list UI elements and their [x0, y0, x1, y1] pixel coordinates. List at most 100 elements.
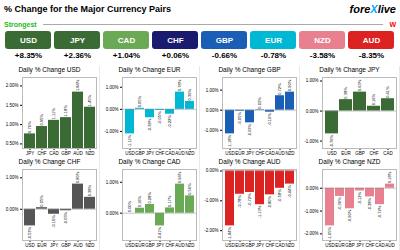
svg-text:-0.78%: -0.78%: [261, 51, 286, 60]
svg-text:0.76%: 0.76%: [27, 121, 32, 133]
svg-text:CHF: CHF: [365, 243, 374, 248]
svg-text:-1.13%: -1.13%: [257, 205, 262, 218]
svg-text:-0.22%: -0.22%: [167, 115, 172, 128]
svg-text:0.00%: 0.00%: [6, 207, 19, 212]
svg-text:JPY: JPY: [156, 243, 164, 248]
svg-text:-0.58%: -0.58%: [277, 189, 282, 202]
svg-text:+1.04%: +1.04%: [113, 51, 140, 60]
svg-text:+0.06%: +0.06%: [162, 51, 189, 60]
svg-text:EUR: EUR: [135, 243, 145, 248]
svg-text:USD: USD: [325, 243, 335, 248]
svg-text:1.00%: 1.00%: [6, 122, 19, 127]
svg-text:-8.35%: -8.35%: [359, 51, 384, 60]
svg-text:-1.00%: -1.00%: [204, 128, 218, 133]
svg-text:AUD: AUD: [175, 151, 185, 156]
svg-text:-0.36%: -0.36%: [337, 197, 342, 210]
svg-text:NZD: NZD: [185, 243, 195, 248]
svg-text:USD: USD: [125, 151, 135, 156]
svg-text:-1.11%: -1.11%: [127, 134, 132, 147]
svg-text:GBP: GBP: [145, 243, 155, 248]
svg-text:1.00%: 1.00%: [106, 85, 119, 90]
svg-text:USD: USD: [20, 36, 37, 45]
svg-text:JPY: JPY: [50, 243, 58, 248]
svg-text:-0.53%: -0.53%: [27, 226, 32, 239]
svg-text:-0.63%: -0.63%: [247, 123, 252, 136]
svg-text:USD: USD: [25, 243, 35, 248]
svg-text:0.18%: 0.18%: [387, 171, 392, 183]
svg-text:-0.78%: -0.78%: [237, 195, 242, 208]
svg-text:1.00%: 1.00%: [6, 175, 19, 180]
svg-text:USD: USD: [125, 243, 135, 248]
svg-text:NZD: NZD: [85, 243, 95, 248]
svg-text:USD: USD: [225, 151, 235, 156]
svg-text:JPY: JPY: [256, 243, 264, 248]
svg-text:CAD: CAD: [383, 151, 393, 156]
svg-text:CAD: CAD: [49, 151, 59, 156]
svg-text:NZD: NZD: [314, 36, 331, 45]
svg-text:NZD: NZD: [185, 151, 195, 156]
svg-text:0.50%: 0.50%: [6, 141, 19, 146]
svg-text:NZD: NZD: [85, 151, 95, 156]
svg-text:-0.72%: -0.72%: [247, 193, 252, 206]
svg-text:GBP: GBP: [135, 151, 145, 156]
svg-text:-2.00%: -2.00%: [304, 231, 318, 236]
svg-text:EUR: EUR: [265, 36, 282, 45]
svg-text:-0.41%: -0.41%: [157, 226, 162, 239]
svg-text:-0.16%: -0.16%: [51, 215, 56, 228]
svg-text:JPY: JPY: [146, 151, 154, 156]
svg-text:AUD: AUD: [385, 243, 395, 248]
svg-text:NZD: NZD: [285, 243, 295, 248]
svg-text:AUD: AUD: [175, 243, 185, 248]
svg-text:-0.10%: -0.10%: [267, 113, 272, 126]
svg-text:0.63%: 0.63%: [357, 79, 362, 91]
svg-text:0.16%: 0.16%: [137, 195, 142, 207]
svg-text:USD: USD: [327, 151, 337, 156]
svg-text:USD: USD: [225, 243, 235, 248]
svg-text:GBP: GBP: [61, 243, 71, 248]
svg-text:-0.44%: -0.44%: [287, 185, 292, 198]
svg-text:EUR: EUR: [335, 243, 345, 248]
svg-text:1.50%: 1.50%: [6, 103, 19, 108]
svg-text:0.80%: 0.80%: [75, 171, 80, 183]
svg-text:AUD: AUD: [73, 151, 83, 156]
svg-text:-0.38%: -0.38%: [147, 118, 152, 131]
svg-text:0.90%: 0.90%: [287, 79, 292, 91]
svg-text:CHF: CHF: [167, 36, 184, 45]
svg-text:1.00%: 1.00%: [306, 78, 319, 83]
svg-text:CHF: CHF: [265, 243, 274, 248]
svg-text:0.00%: 0.00%: [127, 200, 132, 212]
svg-text:CAD: CAD: [118, 36, 136, 45]
svg-text:-1.00%: -1.00%: [204, 198, 218, 203]
svg-text:JPY: JPY: [356, 243, 364, 248]
svg-text:CAD: CAD: [275, 243, 285, 248]
svg-text:0.03%: 0.03%: [257, 97, 262, 109]
svg-text:EUR: EUR: [235, 243, 245, 248]
svg-text:0.05%: 0.05%: [39, 195, 44, 207]
svg-text:EUR: EUR: [37, 243, 47, 248]
svg-text:0.00%: 0.00%: [206, 168, 219, 173]
svg-text:CAD: CAD: [265, 151, 275, 156]
svg-text:-0.05%: -0.05%: [63, 211, 68, 224]
svg-text:+2.36%: +2.36%: [64, 51, 91, 60]
svg-text:-2.00%: -2.00%: [204, 228, 218, 233]
svg-text:-0.12%: -0.12%: [357, 192, 362, 205]
svg-text:CAD: CAD: [165, 151, 175, 156]
svg-text:GBP: GBP: [345, 243, 355, 248]
svg-text:GBP: GBP: [216, 36, 234, 45]
svg-text:0.00%: 0.00%: [106, 107, 119, 112]
svg-text:-0.66%: -0.66%: [212, 51, 237, 60]
svg-text:GBP: GBP: [61, 151, 71, 156]
svg-text:0.00%: 0.00%: [206, 108, 219, 113]
svg-text:0.17%: 0.17%: [167, 195, 172, 207]
svg-text:CHF: CHF: [369, 151, 378, 156]
svg-text:0.36%: 0.36%: [187, 89, 192, 101]
svg-text:JPY: JPY: [70, 36, 86, 45]
svg-text:-3.58%: -3.58%: [310, 51, 335, 60]
svg-text:AUD: AUD: [363, 36, 381, 45]
svg-text:-1.00%: -1.00%: [304, 139, 318, 144]
svg-text:CHF: CHF: [165, 243, 174, 248]
svg-text:-0.80%: -0.80%: [267, 195, 272, 208]
svg-text:NZD: NZD: [285, 151, 295, 156]
svg-text:-0.05%: -0.05%: [157, 111, 162, 124]
svg-text:0.28%: 0.28%: [147, 192, 152, 204]
